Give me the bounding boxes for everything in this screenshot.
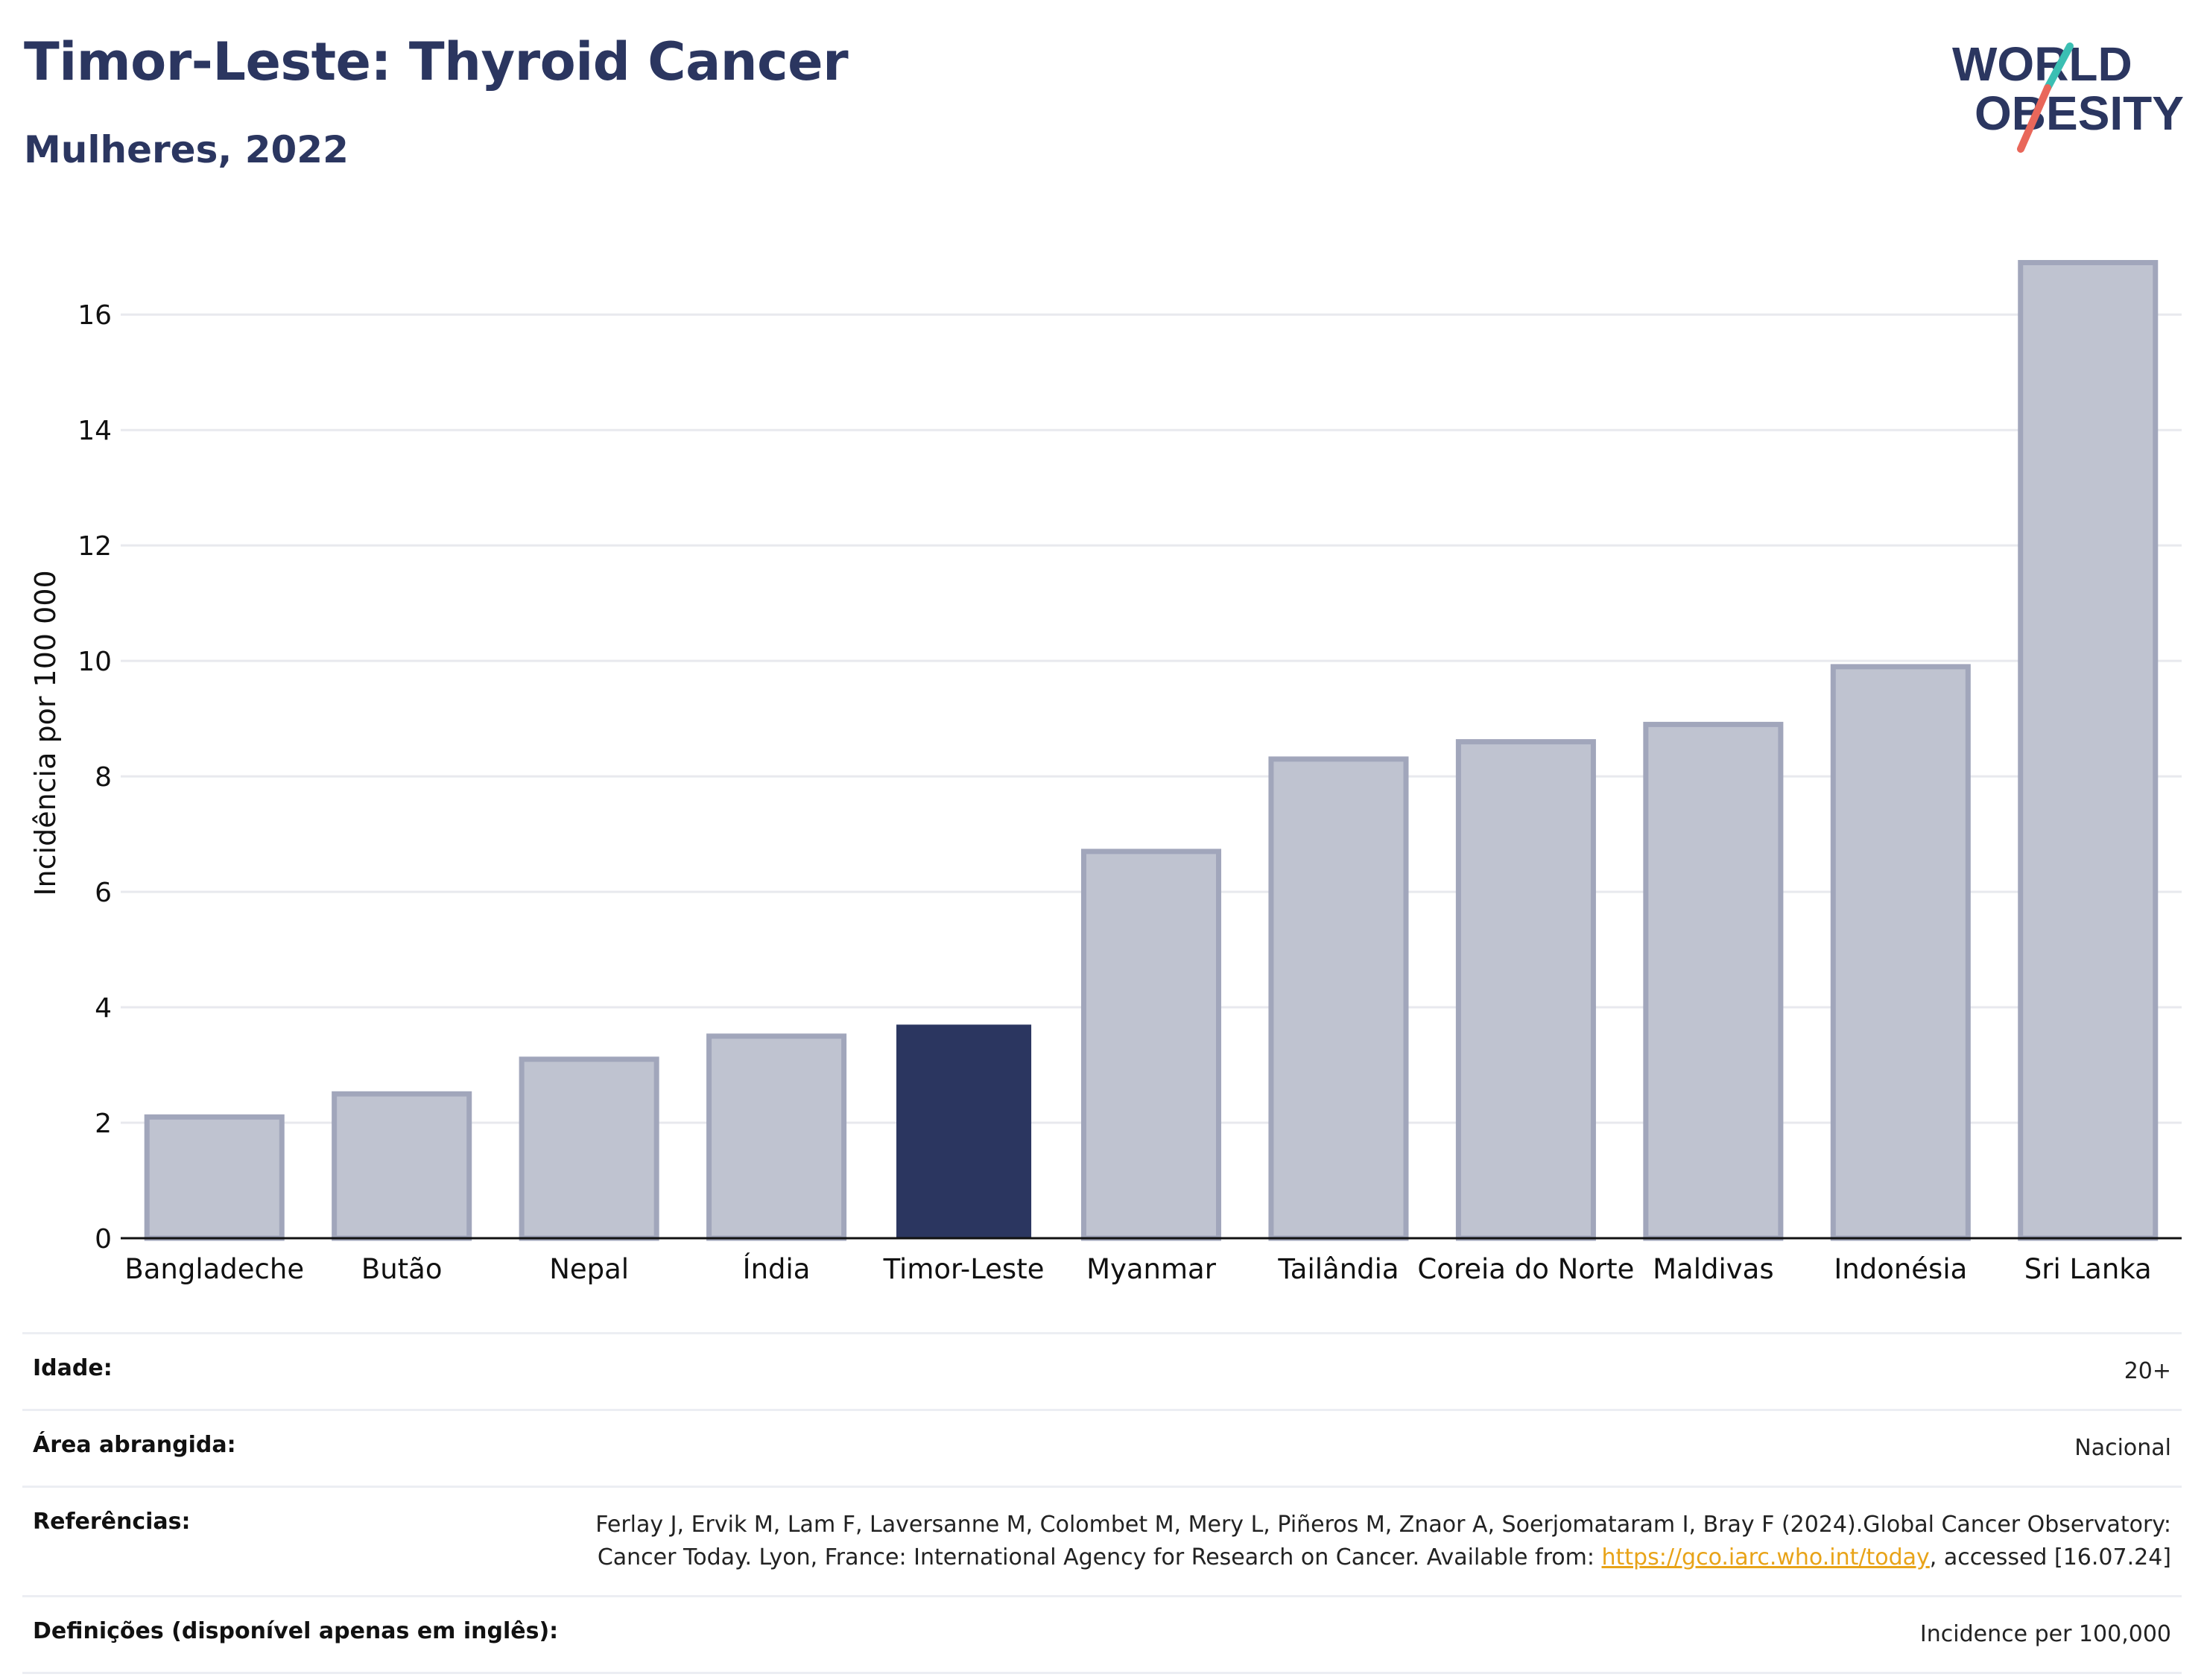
meta-label-references: Referências: [33, 1509, 191, 1535]
reference-text: Ferlay J, Ervik M, Lam F, Laversanne M, … [595, 1512, 2171, 1570]
meta-row-definitions: Definições (disponível apenas em inglês)… [22, 1595, 2182, 1674]
bar [144, 1114, 285, 1241]
y-tick-label: 14 [77, 416, 112, 446]
x-tick-label: Indonésia [1834, 1253, 1967, 1285]
meta-row-area: Área abrangida: Nacional [22, 1409, 2182, 1486]
bar [519, 1056, 659, 1241]
bar-chart: 0 2 4 6 8 10 12 14 16 Bangladeche Butão Nepal Índia… [29, 259, 2182, 1285]
bar [332, 1091, 472, 1241]
bar [706, 1033, 847, 1241]
meta-row-references: Referências: Ferlay J, Ervik M, Lam F, L… [22, 1486, 2182, 1595]
reference-link[interactable]: https://gco.iarc.who.int/today [1601, 1544, 1930, 1570]
logo-line2: OBESITY [1975, 86, 2183, 140]
logo-slash-top [2044, 42, 2074, 92]
bars [144, 259, 2159, 1241]
meta-value-references: Ferlay J, Ervik M, Lam F, Laversanne M, … [532, 1509, 2171, 1574]
page-subtitle: Mulheres, 2022 [24, 128, 349, 171]
logo-line1: WORLD [1952, 37, 2132, 91]
x-tick-label: Maldivas [1653, 1253, 1774, 1285]
x-tick-label: Timor-Leste [883, 1253, 1045, 1285]
meta-value-area: Nacional [2074, 1435, 2171, 1461]
x-tick-label: Bangladeche [124, 1253, 304, 1285]
bar [1080, 849, 1222, 1241]
y-tick-label: 16 [77, 300, 112, 331]
y-axis-label: Incidência por 100 000 [29, 570, 62, 896]
y-tick-label: 4 [95, 993, 112, 1024]
meta-label-area: Área abrangida: [33, 1432, 236, 1458]
y-tick-label: 0 [95, 1224, 112, 1255]
y-tick-label: 12 [77, 531, 112, 562]
x-tick-label: Índia [743, 1252, 811, 1285]
y-tick-label: 2 [95, 1109, 112, 1139]
y-tick-label: 6 [95, 878, 112, 908]
y-tick-label: 8 [95, 762, 112, 793]
bar [1830, 664, 1971, 1241]
x-tick-label: Sri Lanka [2024, 1253, 2152, 1285]
bar-highlighted [896, 1024, 1032, 1238]
world-obesity-logo: WORLD OBESITY [1952, 37, 2183, 153]
bar [2018, 259, 2159, 1241]
bar [1643, 721, 1784, 1241]
x-tick-label: Nepal [549, 1253, 629, 1285]
x-tick-label: Myanmar [1086, 1253, 1217, 1285]
x-tick-label: Tailândia [1277, 1253, 1399, 1285]
meta-row-age: Idade: 20+ [22, 1332, 2182, 1409]
x-tick-label: Coreia do Norte [1417, 1253, 1634, 1285]
logo-slash-bottom [2017, 84, 2051, 153]
reference-accessed: , accessed [16.07.24] [1929, 1544, 2171, 1570]
x-tick-label: Butão [361, 1253, 443, 1285]
meta-label-definitions: Definições (disponível apenas em inglês)… [33, 1618, 559, 1644]
x-tick-labels: Bangladeche Butão Nepal Índia Timor-Leste Mya… [124, 1252, 2151, 1285]
metadata-table: Idade: 20+ Área abrangida: Nacional Refe… [22, 1332, 2182, 1674]
meta-label-age: Idade: [33, 1355, 113, 1381]
bar [1455, 739, 1596, 1241]
meta-value-definitions: Incidence per 100,000 [1919, 1621, 2171, 1647]
bar [1268, 756, 1409, 1241]
meta-value-age: 20+ [2124, 1358, 2171, 1384]
y-tick-labels: 0 2 4 6 8 10 12 14 16 [77, 300, 112, 1255]
page-title: Timor-Leste: Thyroid Cancer [24, 31, 849, 92]
y-tick-label: 10 [77, 647, 112, 677]
